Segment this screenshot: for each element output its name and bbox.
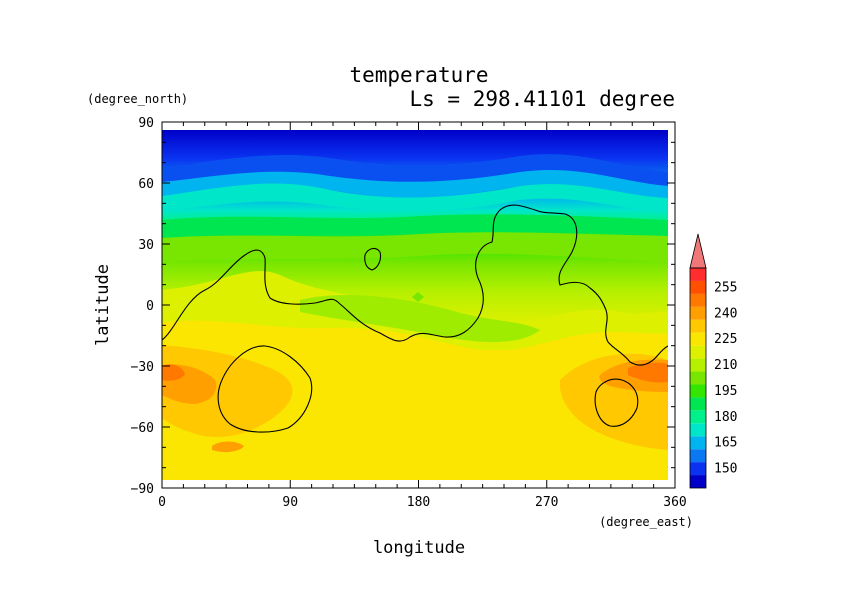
heatmap-field	[162, 130, 668, 480]
y-tick-label: 90	[138, 116, 154, 131]
colorbar-swatch	[690, 306, 706, 320]
colorbar-label: 240	[714, 306, 737, 321]
y-tick-label: 30	[138, 238, 154, 253]
colorbar-swatch	[690, 293, 706, 307]
y-unit: (degree_north)	[87, 92, 188, 106]
colorbar-swatch	[690, 384, 706, 398]
warm-patch-small	[212, 441, 244, 453]
colorbar-label: 255	[714, 280, 737, 295]
warm-max-west	[162, 364, 185, 381]
colorbar-swatch	[690, 268, 706, 281]
warm-max-east	[628, 362, 668, 383]
colorbar-label: 195	[714, 384, 737, 399]
band-teal	[162, 183, 668, 212]
colorbar-swatch	[690, 475, 706, 488]
colorbar-frame	[689, 267, 707, 489]
x-axis-label: longitude	[373, 538, 465, 558]
band-blue	[162, 154, 668, 186]
band-green	[162, 214, 668, 238]
colorbar-swatch	[690, 410, 706, 424]
y-tick-label: 60	[138, 177, 154, 192]
warm-region-west	[162, 345, 293, 437]
colorbar-swatch	[690, 345, 706, 359]
colorbar-swatch	[690, 358, 706, 372]
y-tick-label: −60	[131, 421, 154, 436]
colorbar-over-arrow	[689, 233, 707, 269]
x-tick-label: 90	[282, 495, 298, 510]
x-tick-label: 270	[535, 495, 558, 510]
colorbar-swatch	[690, 397, 706, 411]
colorbar-swatch	[690, 280, 706, 294]
y-tick-label: −90	[131, 482, 154, 497]
chart-title: temperature	[349, 63, 488, 87]
colorbar-swatch	[690, 319, 706, 333]
colorbar-swatch	[690, 449, 706, 463]
colorbar-label: 210	[714, 358, 737, 373]
colorbar-label: 150	[714, 462, 737, 477]
crater-east-contour	[594, 378, 639, 427]
small-green-spot	[412, 292, 424, 302]
x-axis: 0 90 180 270 360	[158, 122, 687, 510]
colorbar-swatch	[690, 371, 706, 385]
band-lightgreen	[162, 232, 668, 262]
colorbar-swatch	[690, 423, 706, 437]
colorbar: 150 165 180 195 210 225 240 255	[689, 233, 737, 489]
colorbar-swatch	[690, 436, 706, 450]
chart-subtitle: Ls = 298.41101 degree	[409, 87, 675, 111]
band-yellow-south	[162, 320, 668, 480]
x-tick-label: 0	[158, 495, 166, 510]
colorbar-label: 180	[714, 410, 737, 425]
colorbar-label: 165	[714, 436, 737, 451]
y-tick-label: 0	[146, 299, 154, 314]
colorbar-swatch	[690, 332, 706, 346]
x-tick-label: 180	[407, 495, 430, 510]
mid-green-patch	[300, 295, 540, 343]
y-axis-label: latitude	[93, 264, 113, 346]
colorbar-label: 225	[714, 332, 737, 347]
island-contour	[364, 247, 382, 271]
y-axis: 90 60 30 0 −30 −60 −90	[131, 116, 675, 497]
colorbar-swatch	[690, 462, 706, 476]
x-unit: (degree_east)	[599, 515, 693, 529]
topography-contour	[162, 204, 668, 366]
crater-west-contour	[217, 345, 313, 433]
x-tick-label: 360	[663, 495, 686, 510]
y-tick-label: −30	[131, 360, 154, 375]
